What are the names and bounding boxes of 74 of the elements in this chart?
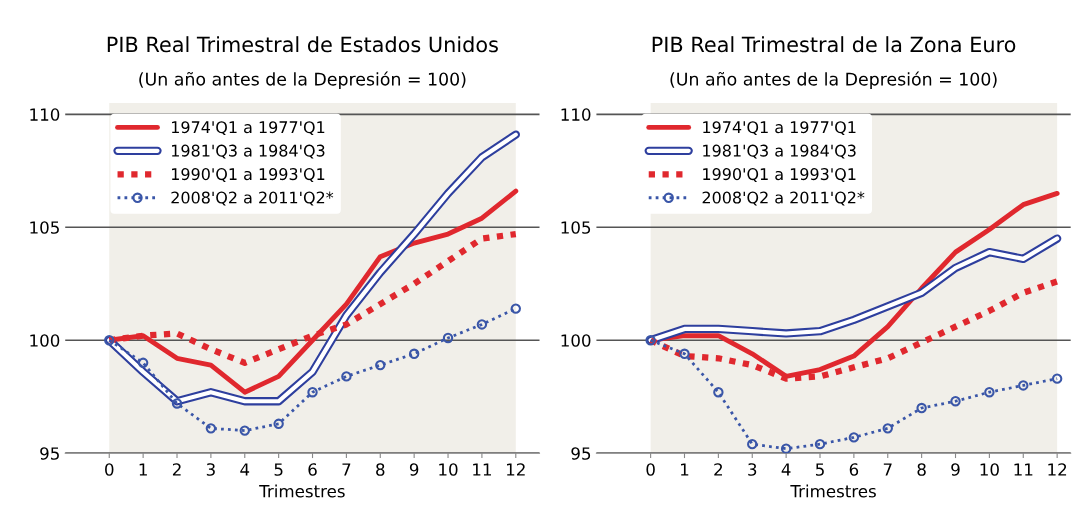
chart-title: PIB Real Trimestral de Estados Unidos (107, 36, 498, 53)
x-axis-title: Trimestres (790, 484, 876, 498)
x-tick-label: 10 (980, 463, 999, 476)
y-tick-label: 110 (561, 108, 591, 121)
point (408, 348, 420, 359)
x-tick-label: 8 (917, 463, 926, 476)
point (341, 371, 352, 382)
x-tick-label: 4 (240, 463, 250, 476)
x-tick-label: 0 (646, 463, 655, 476)
x-tick-label: 12 (1048, 463, 1067, 476)
chart-title: PIB Real Trimestral de la Zona Euro (652, 36, 1016, 53)
point (137, 357, 149, 369)
point (307, 386, 318, 398)
x-tick-label: 11 (1014, 463, 1033, 476)
point (780, 443, 792, 454)
point (984, 386, 995, 398)
x-tick-label: 1 (681, 463, 689, 476)
legend-label: 1990'Q1 a 1993'Q1 (172, 168, 325, 182)
x-tick-label: 2 (172, 463, 181, 476)
x-tick-label: 3 (748, 463, 757, 476)
legend-label: 2008'Q2 a 2011'Q2* (171, 191, 334, 206)
x-tick-label: 9 (409, 463, 419, 476)
x-tick-label: 8 (376, 463, 385, 476)
legend-label: 1981'Q3 a 1984'Q3 (703, 144, 856, 159)
x-axis-title: Trimestres (259, 484, 345, 498)
point (104, 335, 115, 346)
point (1018, 380, 1029, 391)
legend-label: 1974'Q1 a 1977'Q1 (703, 121, 856, 136)
legend-label: 1974'Q1 a 1977'Q1 (172, 121, 325, 136)
y-tick-label: 110 (30, 108, 60, 121)
x-tick-label: 3 (206, 463, 215, 476)
chart-subtitle: (Un año antes de la Depresión = 100) (670, 71, 997, 89)
point (645, 335, 656, 346)
x-tick-label: 11 (473, 463, 491, 476)
point (476, 319, 488, 330)
x-tick-label: 10 (439, 463, 458, 476)
y-tick-label: 95 (40, 447, 59, 460)
y-tick-label: 95 (571, 447, 591, 460)
y-tick-label: 100 (561, 334, 591, 347)
x-tick-label: 7 (883, 463, 892, 476)
y-tick-label: 105 (561, 221, 591, 234)
point (814, 438, 826, 450)
x-tick-label: 6 (849, 463, 859, 476)
point (205, 423, 217, 434)
point (713, 386, 724, 398)
x-tick-label: 5 (815, 463, 824, 476)
y-tick-label: 105 (30, 221, 59, 234)
point (882, 423, 893, 434)
point (273, 418, 284, 430)
point (848, 432, 860, 443)
point (679, 348, 690, 359)
x-tick-label: 4 (781, 463, 791, 476)
point (239, 425, 250, 436)
x-tick-label: 6 (308, 463, 317, 476)
x-tick-label: 2 (714, 463, 723, 476)
y-tick-label: 100 (30, 334, 60, 347)
x-tick-label: 12 (507, 463, 525, 476)
point (375, 359, 386, 371)
x-tick-label: 9 (951, 463, 960, 476)
x-tick-label: 1 (139, 463, 147, 476)
x-tick-label: 0 (105, 463, 114, 476)
x-tick-label: 7 (342, 463, 351, 476)
x-tick-label: 5 (274, 463, 283, 476)
legend-label: 1990'Q1 a 1993'Q1 (703, 168, 856, 182)
point (916, 402, 927, 414)
chart-subtitle: (Un año antes de la Depresión = 100) (139, 71, 466, 89)
point (442, 332, 454, 344)
legend-label: 2008'Q2 a 2011'Q2* (702, 191, 865, 206)
point (747, 438, 758, 450)
point (1051, 373, 1063, 384)
point (171, 398, 183, 409)
point (510, 303, 521, 314)
legend-label: 1981'Q3 a 1984'Q3 (172, 144, 325, 159)
point (950, 396, 961, 407)
